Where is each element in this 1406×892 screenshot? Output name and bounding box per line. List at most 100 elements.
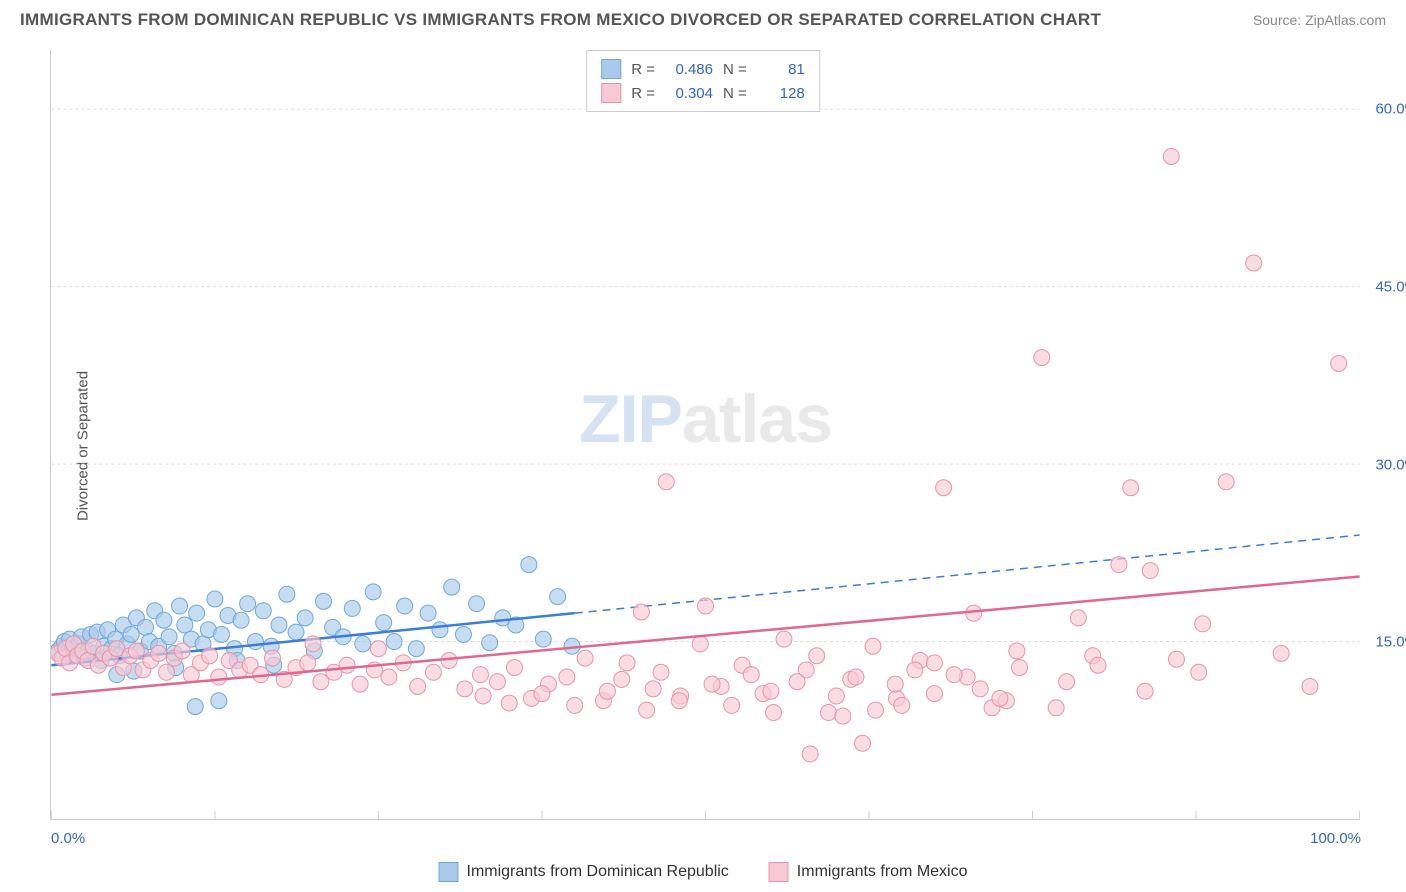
scatter-point [1218,474,1234,490]
scatter-point [344,600,360,616]
scatter-point [550,589,566,605]
scatter-point [1142,563,1158,579]
r-label: R = [631,61,655,78]
chart-container: IMMIGRANTS FROM DOMINICAN REPUBLIC VS IM… [0,0,1406,892]
scatter-point [123,626,139,642]
trend-line-dashed [575,535,1360,613]
scatter-point [1246,255,1262,271]
scatter-point [247,634,263,650]
source-label: Source: ZipAtlas.com [1253,12,1386,28]
scatter-point [1163,148,1179,164]
scatter-point [887,676,903,692]
scatter-point [315,593,331,609]
scatter-point [156,612,172,628]
scatter-point [658,474,674,490]
scatter-point [645,681,661,697]
scatter-point [1195,616,1211,632]
scatter-point [172,598,188,614]
scatter-point [213,626,229,642]
x-tick-label: 0.0% [51,830,85,847]
scatter-point [926,686,942,702]
scatter-point [577,650,593,666]
scatter-point [128,643,144,659]
scatter-point [425,664,441,680]
scatter-point [802,746,818,762]
title-bar: IMMIGRANTS FROM DOMINICAN REPUBLIC VS IM… [0,0,1406,40]
plot-area: ZIPatlas 15.0%30.0%45.0%60.0% 0.0%100.0% [50,50,1360,820]
scatter-point [946,667,962,683]
scatter-point [233,612,249,628]
series-legend: Immigrants from Dominican Republic Immig… [438,862,967,882]
r-label: R = [631,85,655,102]
scatter-point [365,584,381,600]
scatter-point [936,480,952,496]
scatter-point [1302,679,1318,695]
scatter-point [288,624,304,640]
r-value-dominican: 0.486 [665,61,713,78]
scatter-point [408,641,424,657]
scatter-point [776,631,792,647]
legend-label-dominican: Immigrants from Dominican Republic [466,863,728,881]
scatter-point [264,650,280,666]
scatter-point [1331,356,1347,372]
scatter-point [926,655,942,671]
scatter-point [848,669,864,685]
scatter-point [599,683,615,699]
scatter-point [639,702,655,718]
scatter-point [1168,651,1184,667]
legend-item-mexico: Immigrants from Mexico [769,862,968,882]
scatter-point [187,699,203,715]
scatter-point [158,664,174,680]
scatter-point [1191,664,1207,680]
scatter-point [820,705,836,721]
y-tick-label: 30.0% [1375,456,1406,473]
scatter-point [355,636,371,652]
scatter-point [432,622,448,638]
scatter-point [297,610,313,626]
scatter-point [534,686,550,702]
scatter-point [614,671,630,687]
scatter-point [397,598,413,614]
y-tick-label: 45.0% [1375,278,1406,295]
scatter-point [972,681,988,697]
scatter-point [789,674,805,690]
scatter-point [444,579,460,595]
scatter-point [1034,350,1050,366]
scatter-point [174,643,190,659]
scatter-point [211,693,227,709]
scatter-point [472,667,488,683]
scatter-point [475,688,491,704]
scatter-point [138,619,154,635]
scatter-point [410,679,426,695]
swatch-dominican [438,862,458,882]
x-tick-label: 100.0% [1310,830,1361,847]
scatter-point [381,669,397,685]
legend-label-mexico: Immigrants from Mexico [797,863,968,881]
scatter-point [1273,645,1289,661]
scatter-point [455,626,471,642]
scatter-point [828,688,844,704]
correlation-row-mexico: R = 0.304 N = 128 [601,81,805,105]
scatter-point [763,683,779,699]
scatter-point [619,655,635,671]
scatter-point [521,557,537,573]
scatter-svg [51,50,1360,819]
scatter-point [907,662,923,678]
scatter-point [868,702,884,718]
scatter-point [151,645,167,661]
scatter-point [992,690,1008,706]
scatter-point [671,693,687,709]
correlation-legend: R = 0.486 N = 81 R = 0.304 N = 128 [586,50,820,112]
scatter-point [1048,700,1064,716]
scatter-point [835,708,851,724]
scatter-point [698,598,714,614]
scatter-point [339,657,355,673]
scatter-point [177,617,193,633]
scatter-point [567,697,583,713]
legend-item-dominican: Immigrants from Dominican Republic [438,862,728,882]
y-tick-label: 60.0% [1375,101,1406,118]
n-label: N = [723,85,747,102]
scatter-point [1123,480,1139,496]
scatter-point [1070,610,1086,626]
scatter-point [766,705,782,721]
